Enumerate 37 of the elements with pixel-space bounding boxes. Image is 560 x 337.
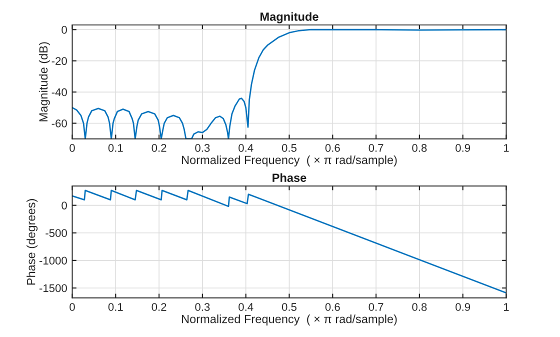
x-tick-label: 1 [504, 303, 509, 311]
x-tick-label: 0.3 [195, 303, 210, 311]
y-tick-label: 0 [62, 202, 67, 210]
x-axis-title: Normalized Frequency ( × π rad/sample) [182, 314, 397, 326]
x-tick-label: 0.5 [282, 303, 296, 311]
x-tick-label: 0.9 [456, 303, 470, 311]
x-tick-label: 0.7 [368, 303, 384, 311]
x-tick-label: 0.5 [282, 144, 296, 152]
x-tick-label: 0.1 [108, 303, 123, 311]
line-series [72, 190, 506, 294]
x-tick-label: 1 [504, 144, 509, 152]
x-tick-label: 0.2 [152, 144, 166, 152]
x-tick-label: 0 [70, 144, 75, 152]
y-tick-label: -500 [46, 229, 67, 238]
y-tick-label: 0 [62, 26, 67, 34]
y-tick-label: -60 [52, 120, 67, 128]
x-tick-label: 0.6 [325, 303, 340, 311]
chart-title: Magnitude [260, 12, 318, 24]
x-tick-label: 0.6 [325, 144, 340, 152]
y-axis-title: Phase (degrees) [26, 199, 38, 285]
x-tick-label: 0.9 [456, 144, 470, 152]
x-tick-label: 0.8 [412, 303, 427, 311]
x-tick-label: 0.1 [108, 144, 123, 152]
y-tick-label: -1500 [39, 284, 67, 292]
x-tick-label: 0.4 [238, 144, 254, 152]
x-tick-label: 0.8 [412, 144, 427, 152]
x-tick-label: 0.3 [195, 144, 210, 152]
x-tick-label: 0.7 [368, 144, 384, 152]
y-tick-label: -40 [52, 88, 67, 96]
x-tick-label: 0.4 [238, 303, 254, 311]
y-tick-label: -1000 [39, 256, 67, 265]
x-tick-label: 0 [70, 303, 75, 311]
x-axis-title: Normalized Frequency ( × π rad/sample) [182, 155, 397, 166]
y-tick-label: -20 [52, 57, 67, 65]
chart-title: Phase [272, 173, 306, 182]
x-tick-label: 0.2 [152, 303, 166, 311]
y-axis-title: Magnitude (dB) [38, 42, 50, 122]
